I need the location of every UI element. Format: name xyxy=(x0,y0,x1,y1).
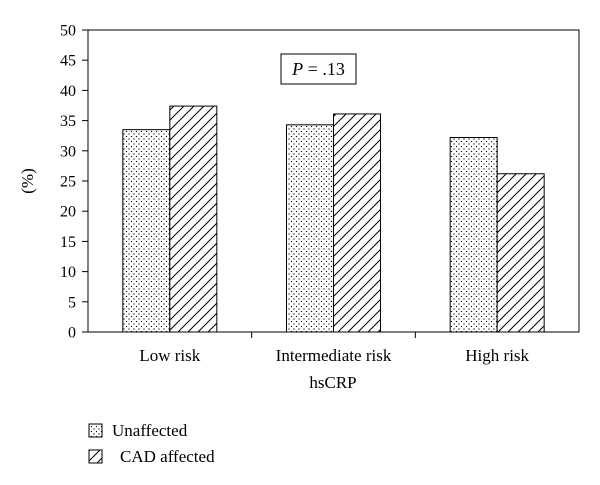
annotation-p: P xyxy=(291,59,303,79)
y-tick-label-4: 20 xyxy=(60,204,76,221)
annotation-value: = .13 xyxy=(303,59,345,79)
y-tick-label-5: 25 xyxy=(60,174,76,191)
x-tick-label-1: Intermediate risk xyxy=(276,346,392,365)
y-tick-label-2: 10 xyxy=(60,264,76,281)
x-axis: Low risk Intermediate risk High risk xyxy=(139,332,530,365)
bar-dots-0 xyxy=(122,129,171,333)
y-tick-label-3: 15 xyxy=(60,234,76,251)
x-tick-label-0: Low risk xyxy=(139,346,200,365)
p-value-annotation: P = .13 xyxy=(280,53,357,85)
y-axis-title: (%) xyxy=(18,168,37,193)
y-tick-label-9: 45 xyxy=(60,53,76,70)
legend-swatch-dots xyxy=(88,423,103,438)
legend: Unaffected CAD affected xyxy=(88,421,215,466)
bar-hatch-1 xyxy=(333,113,381,333)
legend-label-dots: Unaffected xyxy=(112,421,188,440)
annotation-box xyxy=(280,53,357,85)
bar-dots-2 xyxy=(449,137,498,333)
svg-text:P = .13: P = .13 xyxy=(291,59,345,79)
plot-frame xyxy=(87,29,580,333)
bars xyxy=(122,105,545,333)
y-tick-label-7: 35 xyxy=(60,113,76,130)
bar-dots-1 xyxy=(286,124,334,333)
y-tick-label-10: 50 xyxy=(60,23,76,40)
y-tick-label-1: 5 xyxy=(68,294,76,311)
bar-hatch-2 xyxy=(496,173,545,333)
y-tick-label-8: 40 xyxy=(60,83,76,100)
bar-hatch-0 xyxy=(169,105,218,333)
x-axis-title: hsCRP xyxy=(309,373,356,392)
y-axis: 0 5 10 15 20 25 30 35 40 45 50 xyxy=(60,23,88,342)
legend-label-hatch: CAD affected xyxy=(120,447,215,466)
y-tick-label-6: 30 xyxy=(60,143,76,160)
y-tick-label-0: 0 xyxy=(68,325,76,342)
legend-swatch-hatch xyxy=(88,449,103,464)
x-tick-label-2: High risk xyxy=(465,346,529,365)
